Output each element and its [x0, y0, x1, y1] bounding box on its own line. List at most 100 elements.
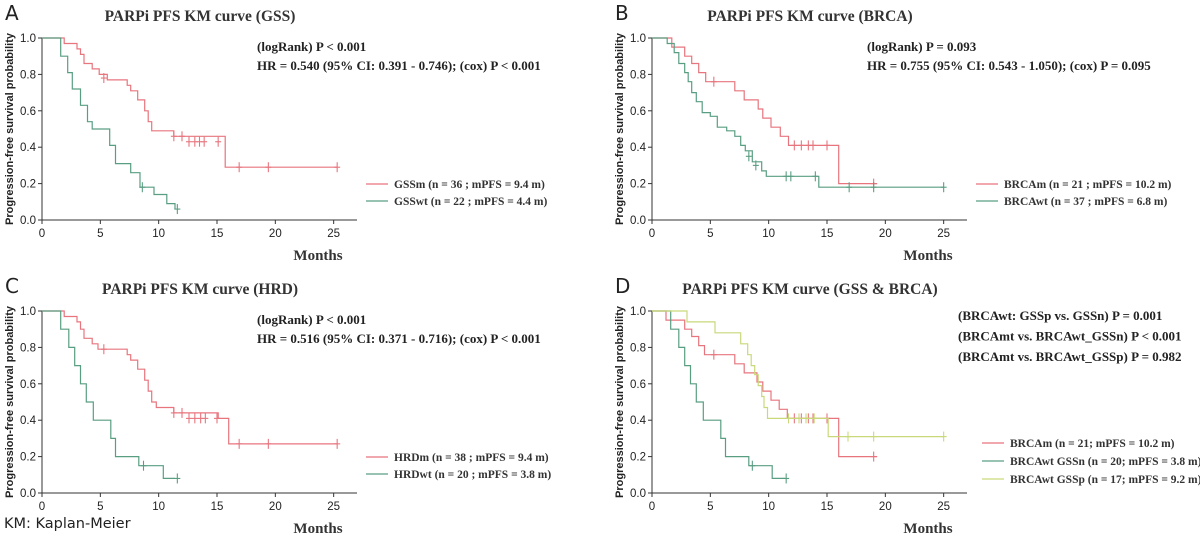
- km-step-line: [652, 310, 785, 479]
- legend-label: BRCAm (n = 21 ; mPFS = 10.2 m): [1004, 179, 1172, 191]
- panel-label: B: [615, 1, 629, 25]
- y-tick-label: 0.4: [630, 415, 647, 427]
- y-axis-title: Progression-free survival probability: [614, 32, 626, 225]
- x-tick-label: 15: [211, 501, 224, 513]
- y-tick-label: 0.4: [630, 142, 647, 154]
- x-tick-label: 10: [152, 228, 165, 240]
- km-step-line: [42, 310, 175, 479]
- y-tick-label: 0.8: [630, 342, 646, 354]
- stat-annotation: (BRCAmt vs. BRCAwt_GSSn) P < 0.001: [958, 329, 1181, 344]
- y-tick-label: 0.6: [630, 379, 646, 391]
- x-tick-label: 15: [821, 228, 834, 240]
- panel-d: D PARPi PFS KM curve (GSS & BRCA) 0.0 0.2 0.…: [610, 273, 1200, 546]
- stat-annotation: HR = 0.516 (95% CI: 0.371 - 0.716); (cox…: [257, 331, 541, 346]
- chart-title: PARPi PFS KM curve (GSS): [105, 8, 296, 25]
- x-tick-label: 15: [821, 501, 834, 513]
- series-0: BRCAm (n = 21 ; mPFS = 10.2 m): [652, 37, 1172, 191]
- footnote: KM: Kaplan-Meier: [4, 516, 131, 532]
- y-tick-label: 1.0: [20, 33, 36, 45]
- series-1: GSSwt (n = 22 ; mPFS = 4.4 m): [42, 37, 548, 215]
- x-axis-title: Months: [903, 248, 952, 264]
- y-tick-label: 0.0: [630, 488, 646, 500]
- stat-annotation: HR = 0.755 (95% CI: 0.543 - 1.050); (cox…: [867, 58, 1151, 73]
- series-2: BRCAwt GSSp (n = 17; mPFS = 9.2 m): [652, 310, 1200, 486]
- panel-label: A: [5, 1, 19, 25]
- x-tick-label: 25: [327, 501, 340, 513]
- x-tick-label: 25: [327, 228, 340, 240]
- x-tick-label: 5: [707, 228, 713, 240]
- x-tick-label: 20: [879, 501, 892, 513]
- legend-label: BRCAwt GSSn (n = 20; mPFS = 3.8 m): [1010, 456, 1200, 468]
- y-axis-title: Progression-free survival probability: [4, 305, 16, 498]
- chart-title: PARPi PFS KM curve (GSS & BRCA): [682, 281, 937, 298]
- x-axis-title: Months: [293, 248, 342, 264]
- x-tick-label: 0: [649, 228, 655, 240]
- y-tick-label: 1.0: [20, 306, 36, 318]
- y-tick-label: 0.8: [20, 342, 36, 354]
- km-step-line: [42, 37, 176, 210]
- series-0: HRDm (n = 38 ; mPFS = 9.4 m): [42, 310, 549, 464]
- chart-title: PARPi PFS KM curve (HRD): [102, 281, 298, 298]
- legend-label: GSSwt (n = 22 ; mPFS = 4.4 m): [394, 196, 548, 208]
- legend-label: HRDwt (n = 20 ; mPFS = 3.8 m): [394, 469, 551, 481]
- x-tick-label: 0: [39, 501, 45, 513]
- legend-label: HRDm (n = 38 ; mPFS = 9.4 m): [394, 452, 549, 464]
- chart-title: PARPi PFS KM curve (BRCA): [707, 8, 912, 25]
- y-axis-title: Progression-free survival probability: [4, 32, 16, 225]
- series-1: BRCAwt GSSn (n = 20; mPFS = 3.8 m): [652, 310, 1200, 484]
- x-tick-label: 5: [97, 228, 103, 240]
- y-tick-label: 0.0: [630, 215, 646, 227]
- axes: 0.0 0.2 0.4 0.6 0.8 1.0 0 5 10 15 20 25 Months Progre…: [4, 305, 357, 537]
- y-tick-label: 0.0: [20, 488, 36, 500]
- panel-label: C: [5, 274, 19, 298]
- y-tick-label: 0.4: [20, 415, 37, 427]
- km-chart: C PARPi PFS KM curve (HRD) 0.0 0.2 0.4 0.6 0.8…: [4, 274, 551, 537]
- x-tick-label: 20: [269, 228, 282, 240]
- panel-a: A PARPi PFS KM curve (GSS) 0.0 0.2 0.4 0.6 0.8…: [0, 0, 600, 273]
- stat-annotation: (logRank) P < 0.001: [257, 312, 366, 327]
- x-tick-label: 20: [879, 228, 892, 240]
- y-tick-label: 0.6: [20, 106, 36, 118]
- x-tick-label: 25: [937, 501, 950, 513]
- legend-label: GSSm (n = 36 ; mPFS = 9.4 m): [394, 179, 545, 191]
- y-tick-label: 1.0: [630, 33, 646, 45]
- stat-annotation: (logRank) P < 0.001: [257, 39, 366, 54]
- stat-annotation: (BRCAwt: GSSp vs. GSSn) P = 0.001: [958, 308, 1162, 323]
- panel-c: C PARPi PFS KM curve (HRD) 0.0 0.2 0.4 0.6 0.8…: [0, 273, 600, 546]
- x-tick-label: 5: [707, 501, 713, 513]
- x-tick-label: 20: [269, 501, 282, 513]
- series-0: GSSm (n = 36 ; mPFS = 9.4 m): [42, 37, 545, 191]
- x-tick-label: 10: [762, 501, 775, 513]
- legend-label: BRCAm (n = 21; mPFS = 10.2 m): [1010, 438, 1175, 450]
- y-tick-label: 0.6: [630, 106, 646, 118]
- series-0: BRCAm (n = 21; mPFS = 10.2 m): [652, 310, 1175, 462]
- legend-label: BRCAwt GSSp (n = 17; mPFS = 9.2 m): [1010, 474, 1200, 486]
- y-tick-label: 0.2: [630, 179, 646, 191]
- x-axis-title: Months: [293, 521, 342, 537]
- axes: 0.0 0.2 0.4 0.6 0.8 1.0 0 5 10 15 20 25 Months Progre…: [614, 305, 967, 537]
- axes: 0.0 0.2 0.4 0.6 0.8 1.0 0 5 10 15 20 25 Months Progre…: [614, 32, 967, 264]
- panel-label: D: [615, 274, 630, 298]
- y-tick-label: 1.0: [630, 306, 646, 318]
- axes: 0.0 0.2 0.4 0.6 0.8 1.0 0 5 10 15 20 25 Months Progre…: [4, 32, 357, 264]
- km-chart: B PARPi PFS KM curve (BRCA)0.00.20.40.60.…: [614, 1, 1172, 264]
- y-tick-label: 0.2: [20, 179, 36, 191]
- y-tick-label: 0.8: [20, 69, 36, 81]
- km-step-line: [42, 37, 338, 168]
- legend-label: BRCAwt (n = 37 ; mPFS = 6.8 m): [1004, 196, 1168, 208]
- km-chart: A PARPi PFS KM curve (GSS) 0.0 0.2 0.4 0.6 0.8…: [4, 1, 548, 264]
- km-step-line: [652, 37, 878, 185]
- y-tick-label: 0.6: [20, 379, 36, 391]
- y-axis-title: Progression-free survival probability: [614, 305, 626, 498]
- km-chart: D PARPi PFS KM curve (GSS & BRCA)0.00.20.…: [614, 274, 1200, 537]
- series-1: BRCAwt (n = 37 ; mPFS = 6.8 m): [652, 37, 1168, 208]
- x-tick-label: 25: [937, 228, 950, 240]
- series-1: HRDwt (n = 20 ; mPFS = 3.8 m): [42, 310, 551, 484]
- x-tick-label: 5: [97, 501, 103, 513]
- y-tick-label: 0.4: [20, 142, 37, 154]
- stat-annotation: (logRank) P = 0.093: [867, 39, 977, 54]
- panel-b: B PARPi PFS KM curve (BRCA) 0.0 0.2 0.4 0.6 0.…: [610, 0, 1200, 273]
- km-step-line: [652, 37, 944, 188]
- stat-annotation: HR = 0.540 (95% CI: 0.391 - 0.746); (cox…: [257, 58, 541, 73]
- km-step-line: [652, 310, 944, 438]
